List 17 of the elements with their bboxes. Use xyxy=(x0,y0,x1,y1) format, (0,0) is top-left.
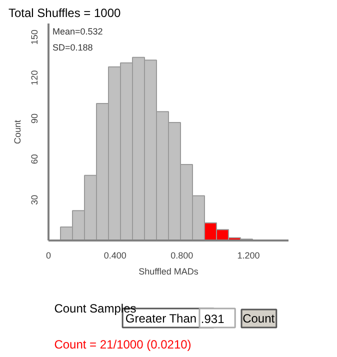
y-tick-label: 60 xyxy=(30,154,40,164)
x-axis-title: Shuffled MADs xyxy=(138,266,199,276)
x-tick-label: 0.400 xyxy=(104,250,126,260)
chart-title: Total Shuffles = 1000 xyxy=(8,6,122,20)
text: Count = 21/1000 (0.0210) xyxy=(54,338,192,352)
text: Count xyxy=(242,312,276,326)
x-tick-label: 1.200 xyxy=(237,250,260,260)
text: .931 xyxy=(200,312,225,326)
x-tick-label: 0 xyxy=(46,250,52,260)
y-axis-title: Count xyxy=(12,119,22,144)
x-tick-label: 0.800 xyxy=(170,250,194,260)
annotation: Mean=0.532 xyxy=(52,26,103,36)
y-tick-label: 150 xyxy=(30,30,40,45)
annotation: SD=0.188 xyxy=(52,42,93,52)
y-tick-label: 90 xyxy=(30,113,40,124)
y-tick-label: 30 xyxy=(30,194,40,205)
y-tick-label: 120 xyxy=(30,70,40,86)
